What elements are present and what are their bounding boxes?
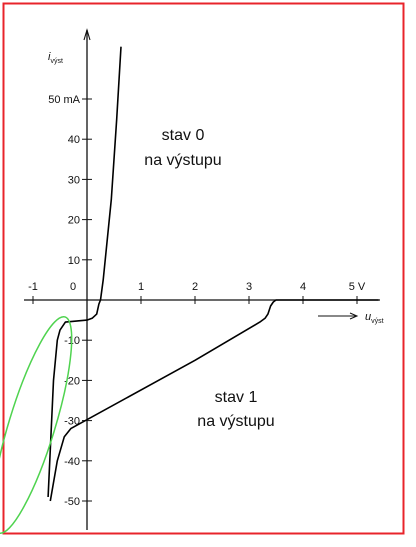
state0-line2: na výstupu	[144, 152, 221, 169]
y-tick-label: 50 mA	[48, 94, 80, 106]
x-axis-label: uvýst	[365, 311, 384, 325]
x-axis-label-sub: výst	[371, 318, 384, 325]
y-axis-label: ivýst	[48, 51, 63, 65]
red-border	[2, 2, 405, 535]
y-axis-arrow	[83, 28, 91, 41]
x-tick-label: 1	[138, 281, 144, 293]
x-tick-label: 4	[300, 281, 306, 293]
x-tick-label: 2	[192, 281, 198, 293]
series-state-1-line	[49, 299, 379, 502]
x-direction-arrow-head	[349, 312, 359, 320]
curves	[47, 46, 379, 502]
y-tick-label: 30	[68, 174, 80, 186]
state1-line1: stav 1	[215, 389, 258, 406]
y-tick-label: -40	[64, 456, 80, 468]
x-axis-label-main: u	[365, 311, 371, 323]
y-tick-label: -30	[64, 416, 80, 428]
state1-line2: na výstupu	[197, 413, 274, 430]
series-state-0-line	[47, 46, 122, 498]
x-tick-label: 5 V	[349, 281, 366, 293]
x-tick-label: -1	[28, 281, 38, 293]
x-tick-label: 0	[70, 281, 76, 293]
state0-line1: stav 0	[162, 127, 205, 144]
y-tick-label: -50	[64, 496, 80, 508]
y-tick-label: 40	[68, 134, 80, 146]
y-axis-label-sub: výst	[50, 58, 63, 65]
y-tick-label: 20	[68, 215, 80, 227]
y-axis-label-main: i	[48, 51, 51, 63]
x-tick-label: 3	[246, 281, 252, 293]
highlight-ellipse	[0, 315, 73, 535]
y-tick-label: 10	[68, 255, 80, 267]
